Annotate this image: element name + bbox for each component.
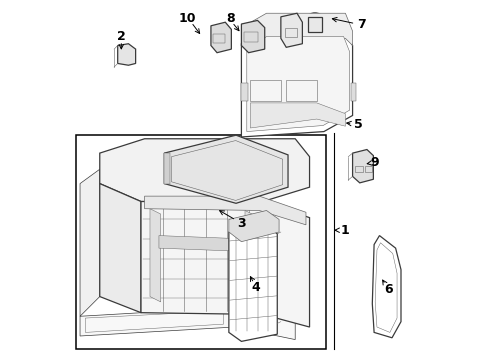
Bar bbox=[286, 80, 317, 101]
Polygon shape bbox=[211, 22, 231, 53]
Bar bbox=[76, 135, 326, 348]
Polygon shape bbox=[159, 235, 252, 252]
Polygon shape bbox=[80, 169, 100, 316]
Polygon shape bbox=[118, 44, 136, 65]
Text: 7: 7 bbox=[357, 18, 366, 31]
Polygon shape bbox=[351, 83, 356, 101]
Ellipse shape bbox=[308, 13, 322, 21]
Text: 10: 10 bbox=[178, 12, 196, 25]
Polygon shape bbox=[242, 21, 265, 53]
Polygon shape bbox=[164, 135, 288, 203]
Bar bbox=[308, 17, 322, 32]
Polygon shape bbox=[100, 184, 141, 313]
Bar bbox=[285, 28, 296, 37]
Polygon shape bbox=[353, 149, 373, 183]
Bar bbox=[250, 80, 281, 101]
Ellipse shape bbox=[308, 29, 322, 36]
Bar bbox=[365, 166, 371, 172]
Polygon shape bbox=[145, 196, 306, 225]
Polygon shape bbox=[141, 202, 310, 327]
Polygon shape bbox=[245, 211, 256, 309]
Polygon shape bbox=[229, 211, 279, 242]
Text: 6: 6 bbox=[384, 283, 393, 296]
Polygon shape bbox=[164, 153, 170, 184]
Polygon shape bbox=[229, 225, 277, 341]
Polygon shape bbox=[80, 307, 295, 339]
Polygon shape bbox=[100, 139, 310, 202]
Text: 3: 3 bbox=[237, 216, 245, 230]
Bar bbox=[244, 32, 258, 42]
Polygon shape bbox=[372, 235, 401, 338]
Polygon shape bbox=[281, 13, 302, 47]
Polygon shape bbox=[150, 209, 161, 302]
Text: 8: 8 bbox=[226, 12, 235, 25]
Text: 1: 1 bbox=[341, 224, 349, 237]
Polygon shape bbox=[242, 83, 248, 101]
Bar bbox=[355, 166, 364, 172]
Text: 4: 4 bbox=[251, 281, 260, 294]
Polygon shape bbox=[247, 37, 350, 132]
Bar bbox=[214, 34, 225, 43]
Polygon shape bbox=[242, 28, 353, 137]
Text: 5: 5 bbox=[354, 118, 362, 131]
Text: 2: 2 bbox=[117, 30, 125, 43]
Text: 9: 9 bbox=[370, 156, 379, 169]
Polygon shape bbox=[242, 13, 353, 45]
Polygon shape bbox=[250, 103, 345, 128]
